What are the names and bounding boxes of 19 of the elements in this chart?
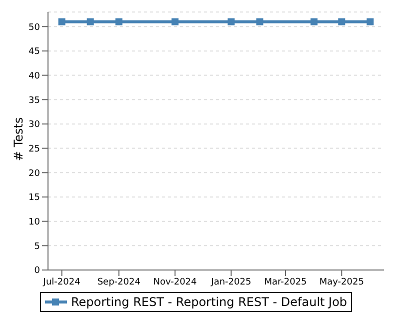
y-tick-label: 25 — [28, 144, 40, 154]
legend-label: Reporting REST - Reporting REST - Default Job — [70, 295, 348, 309]
y-tick-label: 35 — [28, 96, 40, 106]
y-tick-label: 45 — [28, 47, 40, 58]
x-tick-label: May-2025 — [319, 277, 364, 288]
y-tick-label: 0 — [34, 266, 40, 276]
y-tick-label: 30 — [28, 120, 40, 130]
y-tick-label: 50 — [28, 22, 40, 33]
y-tick-label: 5 — [34, 242, 40, 252]
y-tick-label: 20 — [28, 168, 40, 179]
x-tick-label: Nov-2024 — [153, 277, 198, 288]
x-tick-label: Jan-2025 — [210, 277, 252, 288]
y-tick-label: 10 — [28, 218, 40, 228]
x-tick-label: Jul-2024 — [42, 277, 81, 288]
y-tick-label: 40 — [28, 71, 40, 82]
y-tick-label: 15 — [28, 193, 40, 204]
x-tick-label: Sep-2024 — [97, 277, 141, 288]
x-tick-label: Mar-2025 — [264, 277, 307, 288]
y-axis-title: # Tests — [11, 117, 26, 161]
